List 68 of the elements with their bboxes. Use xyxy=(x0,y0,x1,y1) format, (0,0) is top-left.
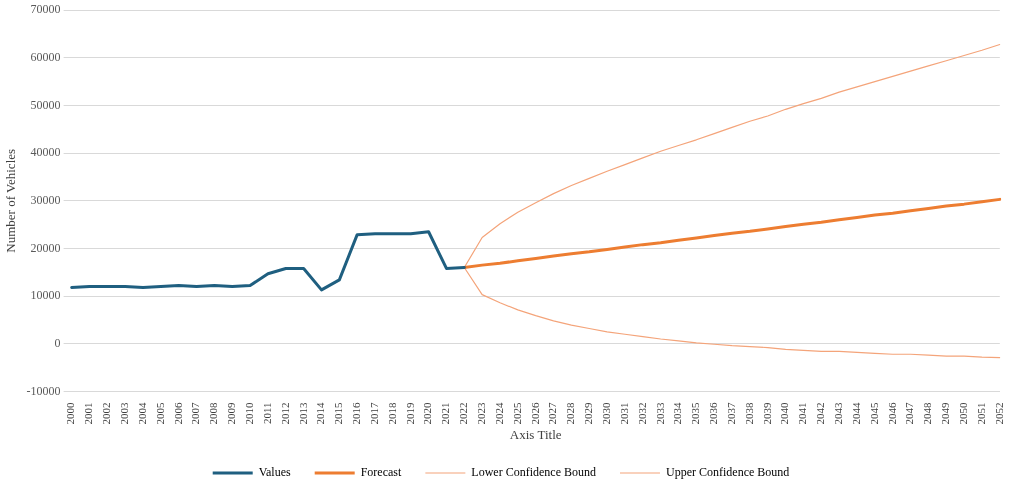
y-tick-label: 70000 xyxy=(30,2,61,17)
x-tick-label: 2029 xyxy=(582,401,595,425)
y-tick-label: 0 xyxy=(54,335,61,350)
x-tick-label: 2000 xyxy=(64,401,77,425)
x-tick-label: 2004 xyxy=(135,401,148,425)
x-tick-label: 2026 xyxy=(528,401,541,425)
x-tick-label: 2010 xyxy=(242,401,255,425)
x-tick-label: 2008 xyxy=(207,401,220,425)
x-tick-label: 2051 xyxy=(974,402,987,425)
x-tick-label: 2039 xyxy=(760,401,773,425)
x-tick-label: 2050 xyxy=(956,401,969,425)
x-tick-label: 2020 xyxy=(421,401,434,425)
x-tick-label: 2036 xyxy=(707,401,720,425)
x-tick-label: 2052 xyxy=(992,402,1005,425)
x-tick-label: 2021 xyxy=(439,402,452,425)
y-tick-label: 20000 xyxy=(30,240,61,255)
x-tick-label: 2019 xyxy=(403,401,416,425)
x-tick-label: 2049 xyxy=(939,401,952,425)
x-tick-label: 2024 xyxy=(492,401,505,425)
x-tick-label: 2003 xyxy=(118,401,131,425)
x-tick-label: 2027 xyxy=(546,401,559,425)
x-tick-label: 2034 xyxy=(671,401,684,425)
legend-label: Values xyxy=(258,465,292,480)
x-tick-label: 2044 xyxy=(849,401,862,425)
y-axis-title: Number of Vehicles xyxy=(3,148,19,253)
y-tick-label: -10000 xyxy=(26,383,61,398)
x-tick-label: 2035 xyxy=(689,401,702,425)
x-tick-label: 2038 xyxy=(742,401,755,425)
x-tick-label: 2045 xyxy=(867,401,880,425)
legend-label: Forecast xyxy=(360,465,403,480)
y-tick-label: 30000 xyxy=(30,192,61,207)
x-tick-label: 2043 xyxy=(832,401,845,425)
x-tick-label: 2041 xyxy=(796,402,809,425)
x-tick-label: 2014 xyxy=(314,401,327,425)
x-tick-label: 2033 xyxy=(653,401,666,425)
x-tick-label: 2025 xyxy=(510,401,523,425)
x-tick-label: 2002 xyxy=(100,402,113,425)
x-tick-label: 2037 xyxy=(724,401,737,425)
x-tick-label: 2032 xyxy=(635,402,648,425)
x-tick-label: 2022 xyxy=(457,402,470,425)
x-tick-label: 2018 xyxy=(385,401,398,425)
x-tick-label: 2048 xyxy=(921,401,934,425)
x-tick-label: 2007 xyxy=(189,401,202,425)
y-tick-label: 60000 xyxy=(30,50,61,65)
legend-label: Lower Confidence Bound xyxy=(471,465,596,480)
x-tick-label: 2009 xyxy=(225,401,238,425)
x-tick-label: 2011 xyxy=(260,402,273,424)
x-tick-label: 2015 xyxy=(332,401,345,425)
x-axis-title: Axis Title xyxy=(509,426,562,442)
x-tick-label: 2013 xyxy=(296,401,309,425)
y-tick-label: 40000 xyxy=(30,145,61,160)
x-tick-label: 2023 xyxy=(475,401,488,425)
x-tick-label: 2005 xyxy=(153,401,166,425)
x-tick-label: 2046 xyxy=(885,401,898,425)
x-tick-label: 2030 xyxy=(599,401,612,425)
x-tick-label: 2047 xyxy=(903,401,916,425)
x-tick-label: 2001 xyxy=(82,402,95,425)
x-tick-label: 2006 xyxy=(171,401,184,425)
y-tick-label: 50000 xyxy=(30,97,61,112)
x-tick-label: 2042 xyxy=(814,402,827,425)
x-tick-label: 2028 xyxy=(564,401,577,425)
x-tick-label: 2031 xyxy=(617,402,630,425)
x-tick-label: 2017 xyxy=(367,401,380,425)
x-tick-label: 2016 xyxy=(350,401,363,425)
x-tick-label: 2012 xyxy=(278,402,291,425)
x-tick-label: 2040 xyxy=(778,401,791,425)
legend-label: Upper Confidence Bound xyxy=(665,465,790,480)
y-tick-label: 10000 xyxy=(30,288,61,303)
